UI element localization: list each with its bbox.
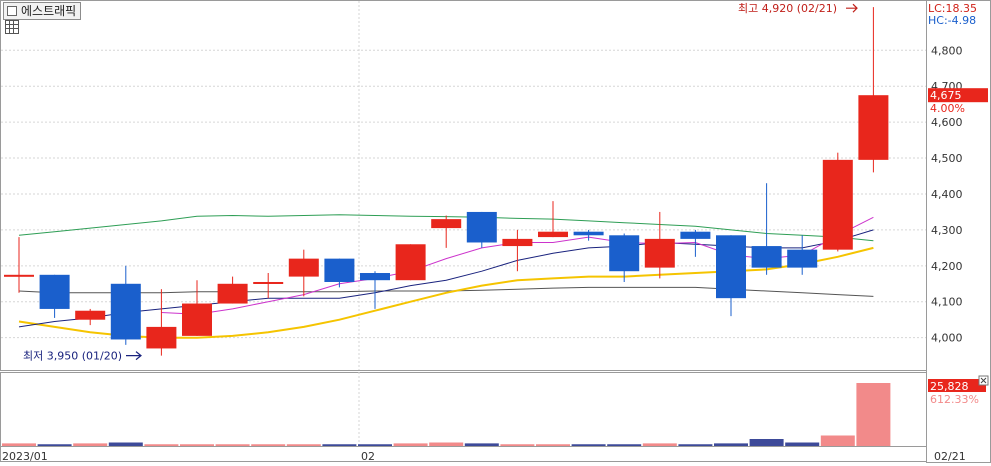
y-tick-label: 4,100 <box>931 296 963 309</box>
candle-body[interactable] <box>466 211 497 243</box>
candle-body[interactable] <box>395 244 426 281</box>
candle-body[interactable] <box>609 235 640 272</box>
candle-body[interactable] <box>217 283 248 304</box>
volume-bar[interactable] <box>642 443 677 446</box>
candle-body[interactable] <box>502 238 533 247</box>
candle-body[interactable] <box>253 281 284 284</box>
volume-bar[interactable] <box>856 383 891 446</box>
candle-body[interactable] <box>716 235 746 299</box>
y-tick-label: 4,500 <box>931 152 963 165</box>
volume-panel <box>0 372 927 447</box>
volume-bar[interactable] <box>251 444 286 446</box>
volume-bar[interactable] <box>286 444 321 446</box>
candle-body[interactable] <box>573 231 604 236</box>
volume-bar[interactable] <box>358 444 392 446</box>
volume-bar[interactable] <box>73 443 108 446</box>
candle-body[interactable] <box>538 231 568 238</box>
price-tag-pct: 4.00% <box>930 102 965 115</box>
stock-title-box[interactable]: 에스트래픽 <box>3 2 82 20</box>
candle-body[interactable] <box>431 219 462 229</box>
low-arrow-icon <box>126 351 142 361</box>
x-tick-label: 02/21 <box>934 450 966 463</box>
y-tick-label: 4,000 <box>931 332 963 345</box>
candle-body[interactable] <box>146 326 177 349</box>
lc-indicator: LC:18.35 <box>928 2 977 15</box>
volume-bar[interactable] <box>820 435 855 447</box>
volume-bar[interactable] <box>571 444 606 446</box>
volume-bar[interactable] <box>785 442 820 447</box>
high-arrow-icon <box>846 3 858 13</box>
price-tag-value: 4,675 <box>930 89 962 102</box>
candle-body[interactable] <box>110 283 141 340</box>
volume-bar[interactable] <box>37 444 72 446</box>
candle-body[interactable] <box>360 273 390 281</box>
volume-bar[interactable] <box>607 444 642 446</box>
candle-body[interactable] <box>4 274 34 277</box>
candle-body[interactable] <box>39 274 70 309</box>
table-grid-icon[interactable] <box>5 20 19 34</box>
volume-tag-pct: 612.33% <box>930 393 979 406</box>
volume-bar[interactable] <box>536 444 570 446</box>
y-tick-label: 4,600 <box>931 116 963 129</box>
volume-bar[interactable] <box>215 444 250 446</box>
x-axis-panel <box>0 446 927 462</box>
candle-body[interactable] <box>288 258 319 277</box>
price-panel <box>0 0 927 371</box>
volume-bar[interactable] <box>108 442 143 447</box>
y-tick-label: 4,200 <box>931 260 963 273</box>
candle-body[interactable] <box>680 231 711 239</box>
candle-body[interactable] <box>182 303 212 336</box>
candle-body[interactable] <box>822 159 853 250</box>
y-tick-label: 4,300 <box>931 224 963 237</box>
volume-bar[interactable] <box>464 443 499 446</box>
candle-body[interactable] <box>644 238 675 268</box>
volume-tag-value: 25,828 <box>930 380 969 393</box>
candle-body[interactable] <box>751 246 782 268</box>
close-icon-mark <box>980 377 987 384</box>
volume-tag-box <box>928 379 986 392</box>
volume-bar[interactable] <box>749 439 784 446</box>
volume-bar[interactable] <box>2 443 36 446</box>
candle-body[interactable] <box>858 95 889 160</box>
hc-indicator: HC:-4.98 <box>928 14 976 27</box>
checkbox-icon[interactable] <box>7 6 17 16</box>
volume-bar[interactable] <box>393 443 428 446</box>
volume-bar[interactable] <box>500 444 535 446</box>
volume-bar[interactable] <box>180 444 214 446</box>
candle-body[interactable] <box>787 249 818 268</box>
price-tag-box <box>928 88 988 103</box>
volume-bar[interactable] <box>714 443 748 446</box>
volume-bar[interactable] <box>429 442 464 447</box>
low-annotation: 최저 3,950 (01/20) <box>23 350 122 363</box>
volume-bar[interactable] <box>678 444 713 446</box>
stock-title: 에스트래픽 <box>21 4 77 18</box>
candle-body[interactable] <box>75 310 106 320</box>
x-tick-label: 2023/01 <box>2 450 48 463</box>
volume-bar[interactable] <box>322 444 357 446</box>
volume-bar[interactable] <box>144 444 179 446</box>
high-annotation: 최고 4,920 (02/21) <box>738 2 837 15</box>
candle-body[interactable] <box>324 258 355 282</box>
x-tick-label: 02 <box>361 450 375 463</box>
y-tick-label: 4,400 <box>931 188 963 201</box>
y-tick-label: 4,800 <box>931 44 963 57</box>
